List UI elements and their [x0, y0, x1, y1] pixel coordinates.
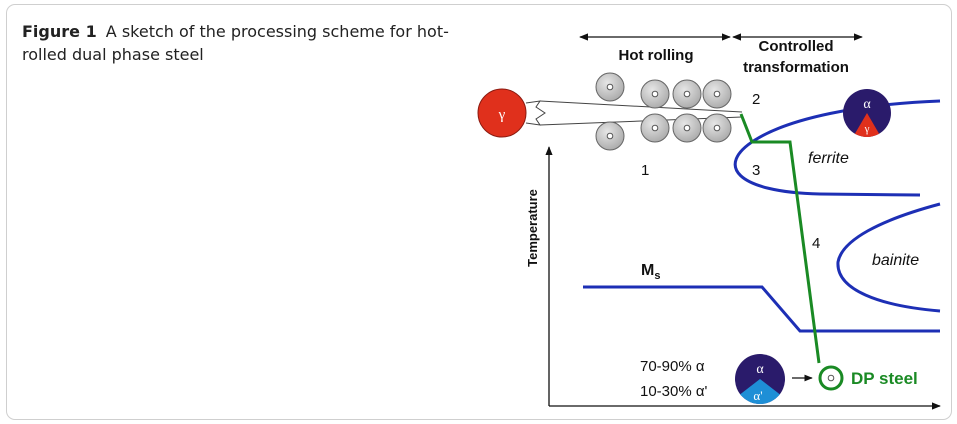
step-label-1: 1: [641, 162, 649, 179]
processing-path: [739, 113, 821, 364]
step-label-4: 4: [812, 235, 820, 252]
austenite-circle: [477, 88, 527, 138]
figure-frame: [6, 4, 952, 420]
ferrite-transformation-curve: [733, 99, 941, 197]
ferrite-austenite-pie: [843, 89, 891, 137]
figure-label: Figure 1: [22, 22, 97, 41]
composition-ferrite: 70-90% α: [640, 358, 705, 375]
ferrite-symbol: α: [863, 97, 871, 112]
stage-label-hot-rolling: Hot rolling: [619, 47, 694, 64]
ms-label: Ms: [641, 262, 660, 282]
caption-text: A sketch of the processing scheme for ho…: [22, 22, 449, 64]
figure-caption: Figure 1 A sketch of the processing sche…: [22, 20, 452, 66]
austenite-remaining-symbol: γ: [864, 123, 870, 135]
product-label: DP steel: [851, 369, 918, 388]
dp-ferrite-symbol: α: [756, 362, 764, 377]
region-label-ferrite: ferrite: [808, 150, 849, 167]
composition-martensite: 10-30% α': [640, 383, 708, 400]
steel-strip: [525, 100, 546, 126]
dp-martensite-symbol: α': [753, 388, 762, 403]
step-label-3: 3: [752, 162, 760, 179]
y-axis-label: Temperature: [525, 189, 540, 267]
rolling-mill-rolls: [595, 72, 732, 151]
bainite-transformation-curve: [836, 202, 941, 313]
austenite-symbol: γ: [498, 107, 506, 123]
stage-label-controlled: Controlled: [759, 38, 834, 55]
ms-line: [583, 285, 940, 333]
step-label-2: 2: [752, 91, 760, 108]
stage-label-transformation: transformation: [743, 59, 849, 76]
region-label-bainite: bainite: [872, 252, 919, 269]
